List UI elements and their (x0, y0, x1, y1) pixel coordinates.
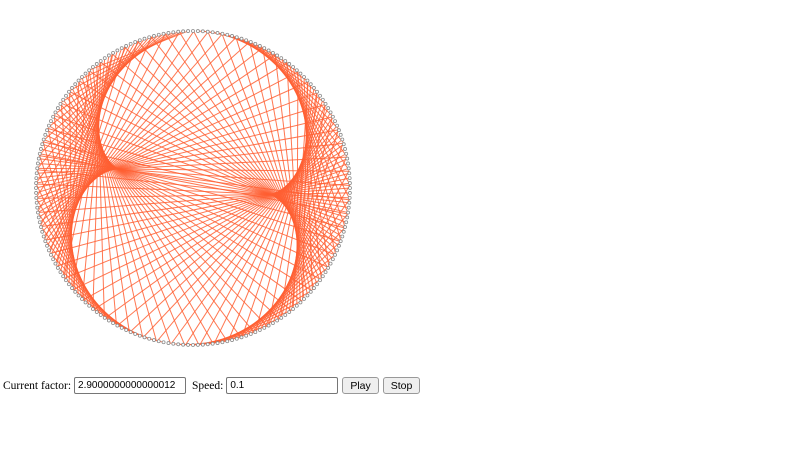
play-button[interactable]: Play (342, 377, 379, 394)
circle-points (34, 29, 352, 347)
speed-label: Speed: (192, 379, 224, 392)
controls-bar: Current factor: Speed: Play Stop (3, 377, 421, 394)
stop-button[interactable]: Stop (382, 377, 421, 394)
current-factor-label: Current factor: (3, 379, 72, 392)
chord-lines (35, 30, 351, 346)
speed-input[interactable] (226, 377, 339, 394)
times-table-canvas (34, 29, 352, 347)
visualization-area (0, 0, 400, 372)
current-factor-input[interactable] (74, 377, 187, 394)
